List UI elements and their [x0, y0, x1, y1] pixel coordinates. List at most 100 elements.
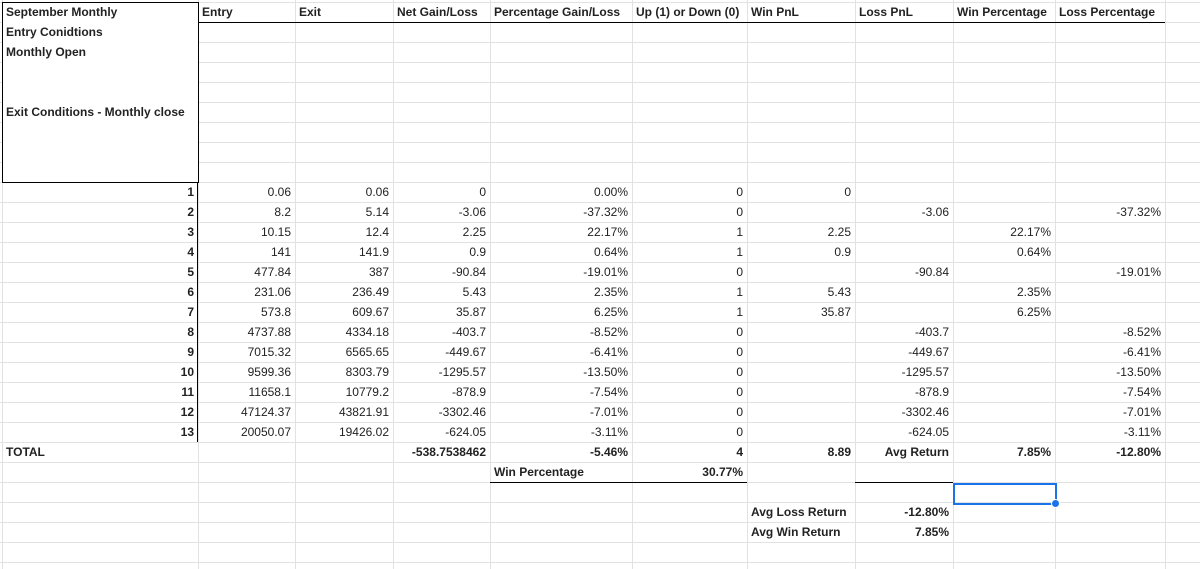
- note: Entry Conidtions: [6, 25, 103, 39]
- table-cell: 11658.1: [248, 385, 292, 399]
- table-cell: -6.41%: [589, 345, 628, 359]
- grid-line: [490, 0, 491, 569]
- total-cell: -5.46%: [589, 445, 628, 459]
- table-cell: 4334.18: [345, 325, 389, 339]
- table-cell: 19426.02: [338, 425, 389, 439]
- table-cell: 20050.07: [240, 425, 291, 439]
- table-cell: -624.05: [445, 425, 486, 439]
- table-cell: -8.52%: [589, 325, 628, 339]
- table-cell: 6565.65: [345, 345, 389, 359]
- table-cell: 141.9: [358, 245, 389, 259]
- table-cell: -6.41%: [1122, 345, 1161, 359]
- table-cell: -449.67: [908, 345, 949, 359]
- table-cell: 1: [736, 305, 743, 319]
- table-cell: 1: [736, 225, 743, 239]
- table-cell: -3.11%: [1123, 425, 1161, 439]
- table-cell: -13.50%: [583, 365, 628, 379]
- fill-handle[interactable]: [1051, 499, 1060, 508]
- table-cell: 0.9: [834, 245, 851, 259]
- summary-label: Avg Loss Return: [751, 505, 847, 519]
- grid-line: [0, 242, 1200, 243]
- table-cell: 0: [736, 425, 743, 439]
- table-cell: 1: [736, 245, 743, 259]
- table-cell: 22.17%: [1010, 225, 1051, 239]
- border: [197, 182, 198, 442]
- table-cell: -7.54%: [589, 385, 628, 399]
- row-index: 2: [187, 205, 194, 219]
- table-cell: 0: [736, 405, 743, 419]
- grid-line: [0, 62, 1200, 63]
- table-cell: 0: [736, 365, 743, 379]
- grid-line: [198, 0, 199, 569]
- grid-line: [2, 0, 3, 569]
- table-cell: 0.9: [469, 245, 486, 259]
- table-cell: 1: [736, 285, 743, 299]
- grid-line: [0, 282, 1200, 283]
- grid-line: [0, 522, 1200, 523]
- table-cell: -1295.57: [901, 365, 949, 379]
- grid-line: [0, 122, 1200, 123]
- grid-line: [0, 202, 1200, 203]
- table-cell: 5.14: [365, 205, 389, 219]
- total-cell: 4: [736, 445, 743, 459]
- row-index: 3: [187, 225, 194, 239]
- table-cell: 4737.88: [247, 325, 291, 339]
- table-cell: -7.01%: [1122, 405, 1161, 419]
- summary-value: 7.85%: [914, 525, 949, 539]
- row-index: 13: [180, 425, 194, 439]
- grid-line: [0, 402, 1200, 403]
- table-cell: 9599.36: [247, 365, 291, 379]
- column-header: Up (1) or Down (0): [636, 5, 740, 19]
- grid-line: [0, 42, 1200, 43]
- column-header: Entry: [202, 5, 233, 19]
- row-index: 1: [187, 185, 194, 199]
- grid-line: [0, 562, 1200, 563]
- table-cell: -3.11%: [590, 425, 628, 439]
- grid-line: [0, 162, 1200, 163]
- grid-line: [0, 2, 1200, 3]
- table-cell: 0: [736, 185, 743, 199]
- grid-line: [0, 362, 1200, 363]
- column-header: Percentage Gain/Loss: [494, 5, 621, 19]
- border: [490, 482, 747, 483]
- table-cell: -90.84: [914, 265, 949, 279]
- table-cell: -19.01%: [583, 265, 628, 279]
- merged-cell-border: [2, 2, 199, 183]
- table-cell: 2.35%: [593, 285, 628, 299]
- table-cell: 0.06: [365, 185, 389, 199]
- table-cell: -13.50%: [1116, 365, 1161, 379]
- row-index: 9: [187, 345, 194, 359]
- table-cell: -3302.46: [901, 405, 949, 419]
- table-cell: 8.2: [274, 205, 291, 219]
- border: [855, 482, 953, 483]
- table-cell: 0.64%: [1016, 245, 1051, 259]
- table-cell: 387: [368, 265, 389, 279]
- table-cell: -1295.57: [438, 365, 486, 379]
- table-cell: -403.7: [451, 325, 486, 339]
- table-cell: -878.9: [451, 385, 486, 399]
- table-cell: 2.25: [462, 225, 486, 239]
- total-cell: -538.7538462: [411, 445, 486, 459]
- table-cell: 35.87: [820, 305, 851, 319]
- column-header: Loss Percentage: [1059, 5, 1156, 19]
- table-cell: 5.43: [462, 285, 486, 299]
- grid-line: [393, 0, 394, 569]
- grid-line: [0, 342, 1200, 343]
- row-index: 6: [187, 285, 194, 299]
- table-cell: 0: [479, 185, 486, 199]
- table-cell: 0: [844, 185, 851, 199]
- table-cell: 8303.79: [345, 365, 389, 379]
- table-cell: -403.7: [914, 325, 949, 339]
- column-header: Loss PnL: [859, 5, 914, 19]
- total-cell: 8.89: [827, 445, 851, 459]
- selected-cell[interactable]: [953, 483, 1057, 505]
- table-cell: -7.54%: [1122, 385, 1161, 399]
- table-cell: 231.06: [254, 285, 291, 299]
- row-index: 5: [187, 265, 194, 279]
- table-cell: -8.52%: [1122, 325, 1161, 339]
- grid-line: [0, 182, 1200, 183]
- table-cell: 47124.37: [240, 405, 291, 419]
- grid-line: [0, 262, 1200, 263]
- column-header: Win Percentage: [957, 5, 1047, 19]
- table-cell: 2.35%: [1016, 285, 1051, 299]
